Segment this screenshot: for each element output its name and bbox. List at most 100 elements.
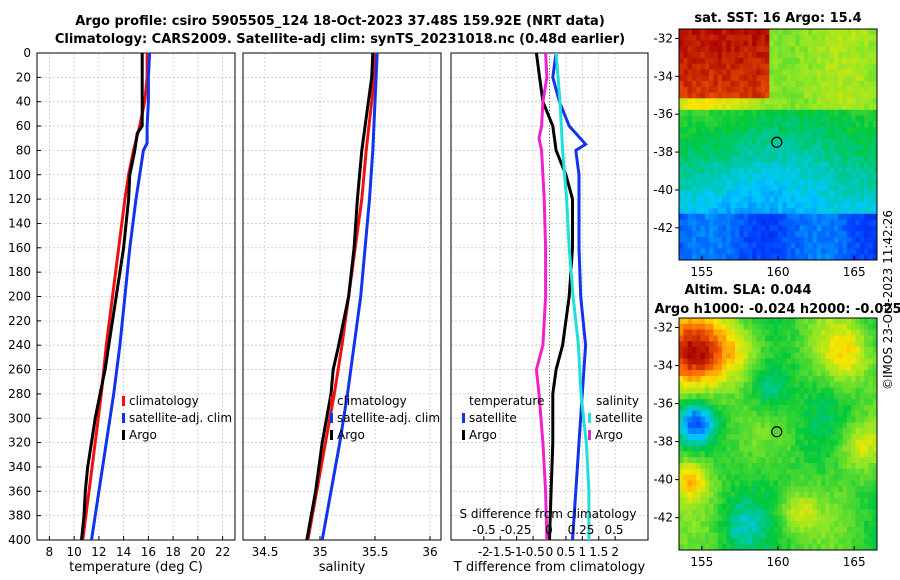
map-cell bbox=[696, 422, 701, 429]
map-cell bbox=[833, 34, 839, 41]
map-cell bbox=[833, 98, 839, 105]
map-cell bbox=[709, 121, 714, 128]
map-cell bbox=[743, 486, 749, 493]
map-cell bbox=[717, 69, 723, 76]
map-cell bbox=[679, 526, 684, 533]
map-cell bbox=[739, 492, 744, 499]
map-cell bbox=[687, 167, 693, 174]
map-cell bbox=[859, 75, 865, 82]
map-cell bbox=[747, 132, 753, 140]
map-cell bbox=[803, 86, 809, 93]
map-cell bbox=[743, 115, 749, 122]
map-cell bbox=[696, 526, 701, 533]
map-cell bbox=[782, 179, 787, 186]
map-cell bbox=[756, 347, 762, 354]
map-cell bbox=[704, 75, 710, 82]
map-cell bbox=[717, 486, 723, 493]
map-cell bbox=[838, 358, 843, 365]
map-cell bbox=[679, 115, 684, 122]
map-cell bbox=[838, 439, 843, 446]
map-cell bbox=[790, 451, 796, 458]
map-cell bbox=[808, 457, 813, 464]
map-cell bbox=[842, 474, 848, 481]
map-cell bbox=[717, 190, 723, 197]
map-cell bbox=[842, 173, 848, 180]
map-cell bbox=[726, 405, 732, 412]
map-cell bbox=[687, 104, 693, 111]
map-cell bbox=[730, 329, 736, 336]
map-cell bbox=[825, 381, 831, 388]
map-cell bbox=[778, 248, 783, 255]
map-cell bbox=[687, 40, 693, 47]
map-cell bbox=[851, 46, 856, 53]
map-cell bbox=[846, 92, 852, 99]
map-cell bbox=[842, 225, 848, 232]
map-cell bbox=[821, 323, 826, 330]
map-cell bbox=[687, 236, 693, 244]
imos-timestamp: ©IMOS 23-Oct-2023 11:42:26 bbox=[881, 210, 895, 390]
map-cell bbox=[713, 115, 719, 122]
map-cell bbox=[872, 323, 878, 330]
map-cell bbox=[679, 416, 684, 423]
map-cell bbox=[713, 457, 719, 464]
map-cell bbox=[782, 254, 787, 261]
map-cell bbox=[717, 434, 723, 441]
map-cell bbox=[851, 451, 856, 458]
map-cell bbox=[765, 98, 770, 105]
map-cell bbox=[687, 329, 693, 336]
map-cell bbox=[799, 474, 805, 481]
map-cell bbox=[760, 92, 766, 99]
map-cell bbox=[799, 115, 805, 122]
map-cell bbox=[722, 104, 727, 111]
map-cell bbox=[846, 329, 852, 336]
map-cell bbox=[803, 410, 809, 417]
map-cell bbox=[726, 46, 732, 53]
map-cell bbox=[696, 364, 701, 371]
map-cell bbox=[833, 161, 839, 169]
map-cell bbox=[842, 445, 848, 452]
map-cell bbox=[760, 480, 766, 487]
map-cell bbox=[704, 503, 710, 510]
map-cell bbox=[833, 410, 839, 417]
map-cell bbox=[864, 399, 869, 406]
map-cell bbox=[821, 190, 826, 197]
map-cell bbox=[717, 503, 723, 510]
map-cell bbox=[790, 109, 796, 117]
y-tick-label: 280 bbox=[8, 387, 31, 401]
map-cell bbox=[812, 46, 818, 53]
map-cell bbox=[855, 318, 861, 325]
map-cell bbox=[790, 242, 796, 249]
series-line-satellite-adj-clim bbox=[90, 52, 152, 541]
map-cell bbox=[687, 57, 693, 65]
map-cell bbox=[825, 80, 831, 88]
map-cell bbox=[855, 474, 861, 481]
map-cell bbox=[717, 63, 723, 70]
map-cell bbox=[722, 161, 727, 169]
map-cell bbox=[739, 52, 744, 59]
map-cell bbox=[790, 318, 796, 325]
map-cell bbox=[859, 80, 865, 88]
y-tick-label: 360 bbox=[8, 484, 31, 498]
map-cell bbox=[743, 509, 749, 516]
map-cell bbox=[808, 538, 813, 545]
map-cell bbox=[739, 213, 744, 220]
map-cell bbox=[859, 138, 865, 145]
map-cell bbox=[812, 219, 818, 226]
map-cell bbox=[795, 474, 800, 481]
map-cell bbox=[734, 358, 740, 365]
map-cell bbox=[803, 144, 809, 151]
map-cell bbox=[846, 497, 852, 504]
map-cell bbox=[679, 254, 684, 261]
map-cell bbox=[687, 486, 693, 493]
map-cell bbox=[851, 196, 856, 203]
map-cell bbox=[851, 202, 856, 209]
map-cell bbox=[859, 451, 865, 458]
map-cell bbox=[765, 422, 770, 429]
map-cell bbox=[851, 503, 856, 510]
map-cell bbox=[786, 410, 792, 417]
map-cell bbox=[769, 254, 775, 261]
map-cell bbox=[709, 138, 714, 145]
map-cell bbox=[717, 29, 723, 36]
map-cell bbox=[747, 323, 753, 330]
map-cell bbox=[829, 248, 835, 255]
